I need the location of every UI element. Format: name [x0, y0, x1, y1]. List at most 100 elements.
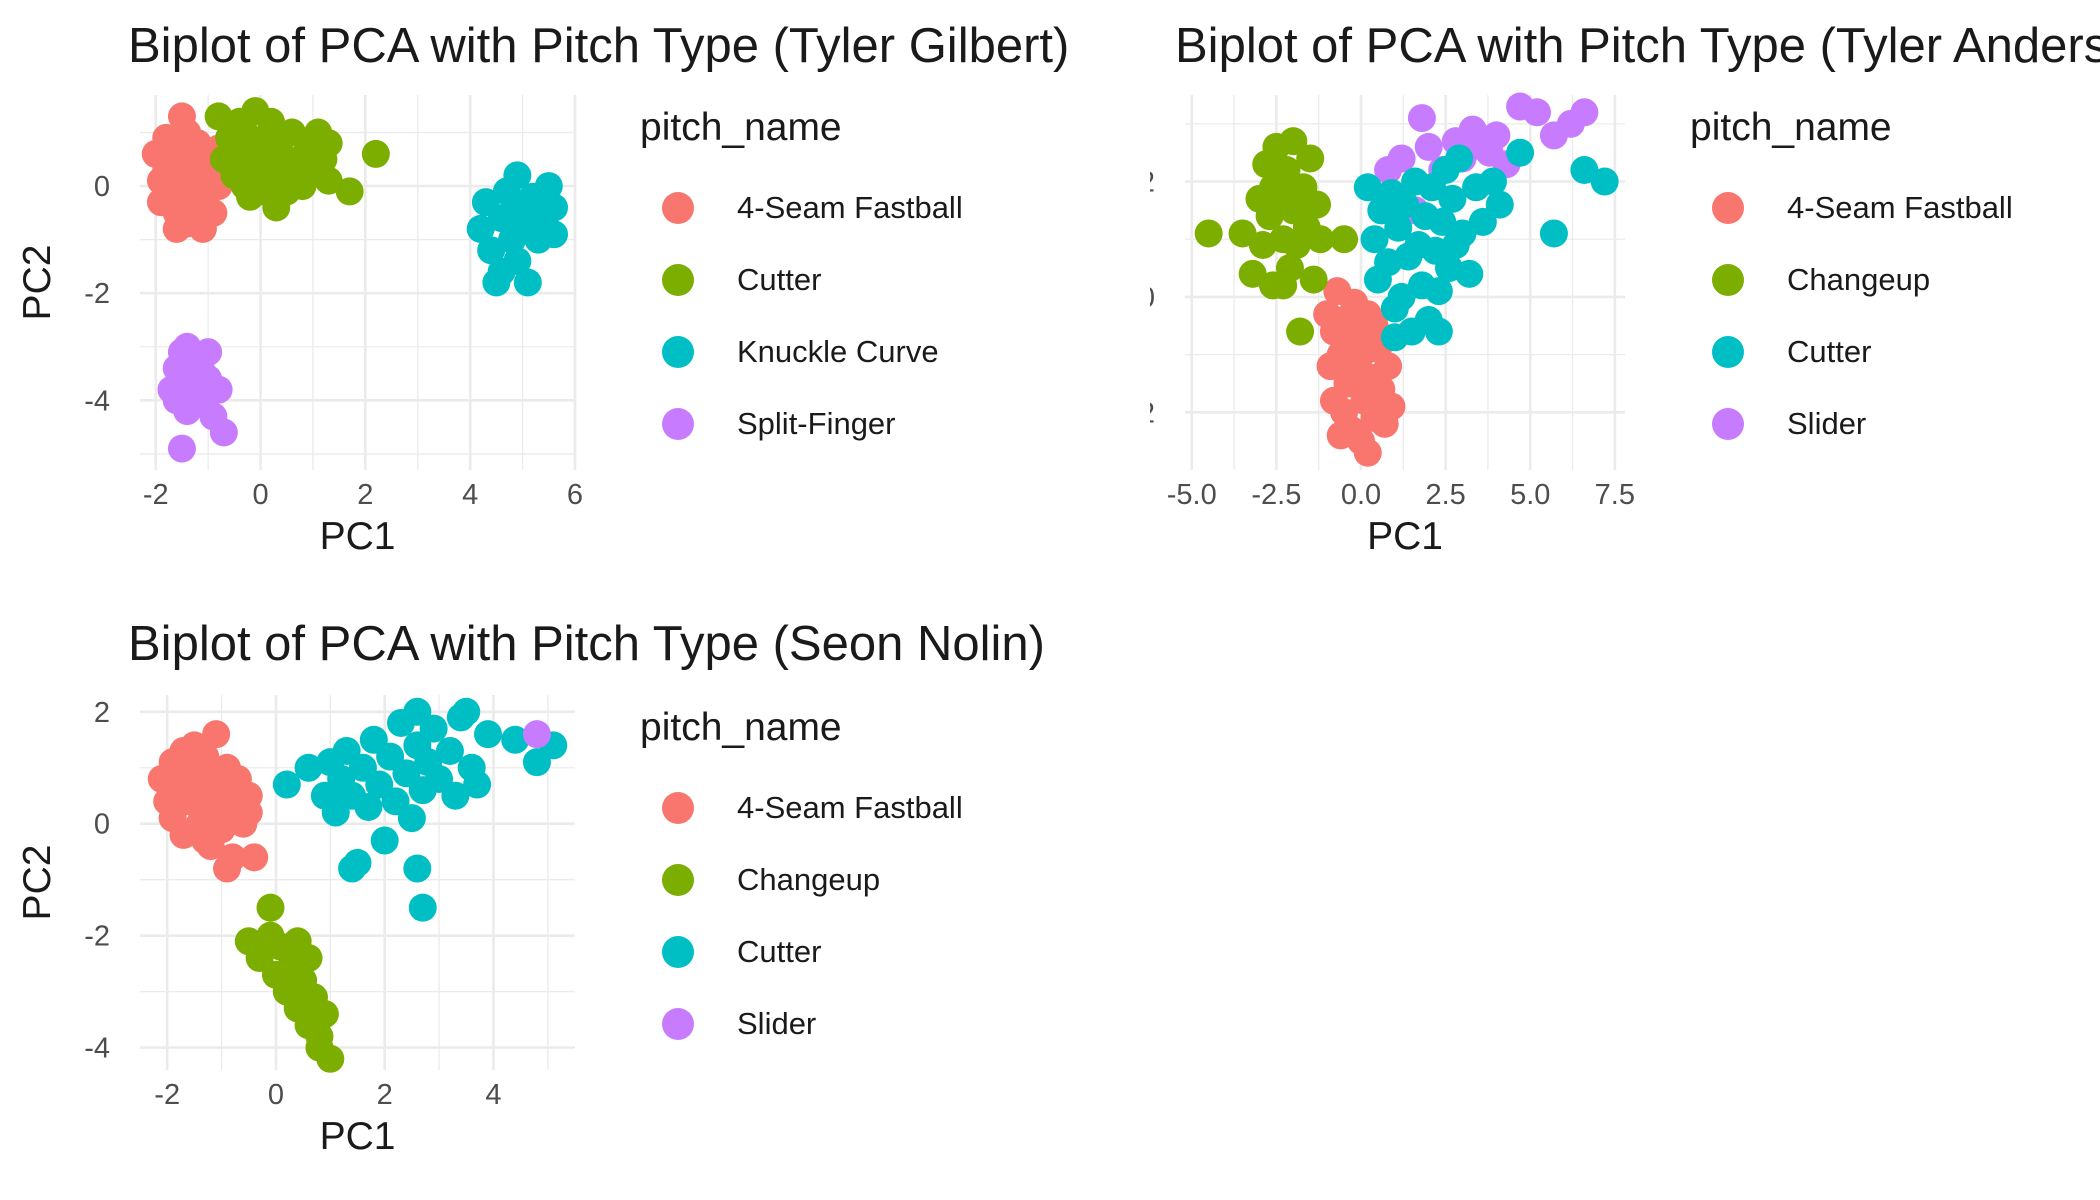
- data-point: [1360, 311, 1389, 340]
- legend-title: pitch_name: [640, 106, 842, 149]
- data-point: [1387, 144, 1416, 173]
- legend-label: Cutter: [737, 262, 821, 297]
- data-point: [1360, 225, 1389, 254]
- data-point: [354, 792, 383, 821]
- data-point: [463, 770, 492, 799]
- data-point: [191, 826, 220, 855]
- chart-title: Biplot of PCA with Pitch Type (Tyler Gil…: [128, 19, 1069, 73]
- data-point: [234, 798, 263, 827]
- legend-swatch: [662, 792, 694, 824]
- legend: pitch_name 4-Seam Fastball Changeup Cutter S…: [640, 706, 963, 1041]
- data-point: [1299, 265, 1328, 294]
- data-point: [188, 359, 217, 388]
- data-point: [178, 381, 207, 409]
- legend-swatch: [662, 336, 694, 368]
- data-points: [141, 97, 569, 463]
- y-tick-label: 0: [1139, 282, 1155, 314]
- data-point: [202, 720, 231, 749]
- chart-title: Biplot of PCA with Pitch Type (Seon Noli…: [128, 617, 1045, 671]
- data-point: [452, 697, 481, 726]
- data-point: [1326, 421, 1355, 450]
- legend-swatch: [662, 936, 694, 968]
- data-point: [1269, 271, 1298, 300]
- x-tick-label: -2: [154, 1079, 180, 1111]
- data-point: [1238, 259, 1267, 288]
- data-point: [335, 177, 364, 206]
- x-tick-label: 6: [567, 479, 583, 511]
- x-tick-label: 2.5: [1425, 479, 1465, 511]
- data-point: [1570, 98, 1599, 127]
- y-tick-label: -4: [84, 385, 110, 417]
- y-tick-label: -2: [1129, 397, 1155, 429]
- data-point: [194, 338, 223, 367]
- legend-swatch: [1712, 192, 1744, 224]
- data-point: [314, 129, 343, 158]
- data-point: [1414, 132, 1443, 161]
- data-point: [466, 214, 495, 243]
- data-point: [503, 161, 532, 190]
- y-tick-label: -2: [84, 921, 110, 953]
- data-point: [294, 944, 323, 973]
- legend-label: 4-Seam Fastball: [1787, 190, 2013, 225]
- data-point: [477, 236, 506, 265]
- x-axis-label: PC1: [1367, 515, 1443, 558]
- data-point: [1306, 225, 1335, 254]
- legend-label: Slider: [737, 1006, 816, 1041]
- y-tick-label: -4: [84, 1033, 110, 1065]
- data-point: [1377, 392, 1406, 421]
- x-tick-label: 0: [252, 479, 268, 511]
- data-point: [1255, 202, 1284, 231]
- data-point: [225, 107, 254, 136]
- legend-label: 4-Seam Fastball: [737, 790, 963, 825]
- data-point: [240, 843, 269, 872]
- data-point: [1279, 127, 1308, 156]
- data-point: [498, 198, 527, 227]
- data-point: [199, 198, 228, 227]
- data-point: [305, 1033, 334, 1062]
- data-point: [513, 268, 542, 297]
- x-tick-label: -2.5: [1251, 479, 1301, 511]
- x-tick-label: -2: [143, 479, 169, 511]
- legend-label: Slider: [1787, 406, 1866, 441]
- chart-panel-1: -2 0 2 4 6 -4 -2 0 PC1 PC2 Biplot of PCA with Pitc…: [16, 19, 1069, 558]
- data-point: [1391, 190, 1419, 219]
- data-point: [1445, 144, 1474, 173]
- data-point: [262, 193, 291, 222]
- data-points: [147, 697, 568, 1073]
- data-point: [540, 220, 569, 249]
- legend-label: Split-Finger: [737, 406, 896, 441]
- data-point: [1407, 104, 1436, 133]
- x-tick-label: -5.0: [1167, 479, 1217, 511]
- data-point: [408, 893, 437, 922]
- data-point: [338, 854, 367, 883]
- data-point: [1570, 156, 1599, 184]
- chart-panel-2: -5.0 -2.5 0.0 2.5 5.0 7.5 -2 0 2 PC1 PC2 Biplot of …: [1061, 19, 2100, 558]
- data-point: [1455, 259, 1484, 288]
- legend-swatch: [662, 408, 694, 440]
- data-point: [1353, 173, 1382, 202]
- data-point: [1353, 438, 1382, 467]
- legend-label: Cutter: [1787, 334, 1871, 369]
- data-point: [256, 893, 285, 922]
- legend-label: Knuckle Curve: [737, 334, 939, 369]
- data-point: [1286, 317, 1315, 346]
- y-axis-label: PC2: [1061, 245, 1104, 321]
- x-tick-label: 2: [357, 479, 373, 511]
- data-point: [441, 781, 470, 810]
- data-point: [1347, 340, 1375, 369]
- data-point: [209, 418, 238, 447]
- data-point: [272, 770, 301, 799]
- legend-swatch: [662, 1008, 694, 1040]
- data-point: [174, 753, 203, 782]
- x-tick-label: 2: [377, 1079, 393, 1111]
- data-point: [1374, 352, 1403, 381]
- data-point: [1539, 219, 1568, 248]
- data-point: [314, 166, 343, 195]
- legend: pitch_name 4-Seam Fastball Cutter Knuckle C…: [640, 106, 963, 441]
- legend-swatch: [662, 264, 694, 296]
- legend-label: Changeup: [737, 862, 880, 897]
- x-axis-label: PC1: [320, 1115, 396, 1158]
- data-point: [277, 161, 306, 190]
- data-point: [501, 725, 530, 754]
